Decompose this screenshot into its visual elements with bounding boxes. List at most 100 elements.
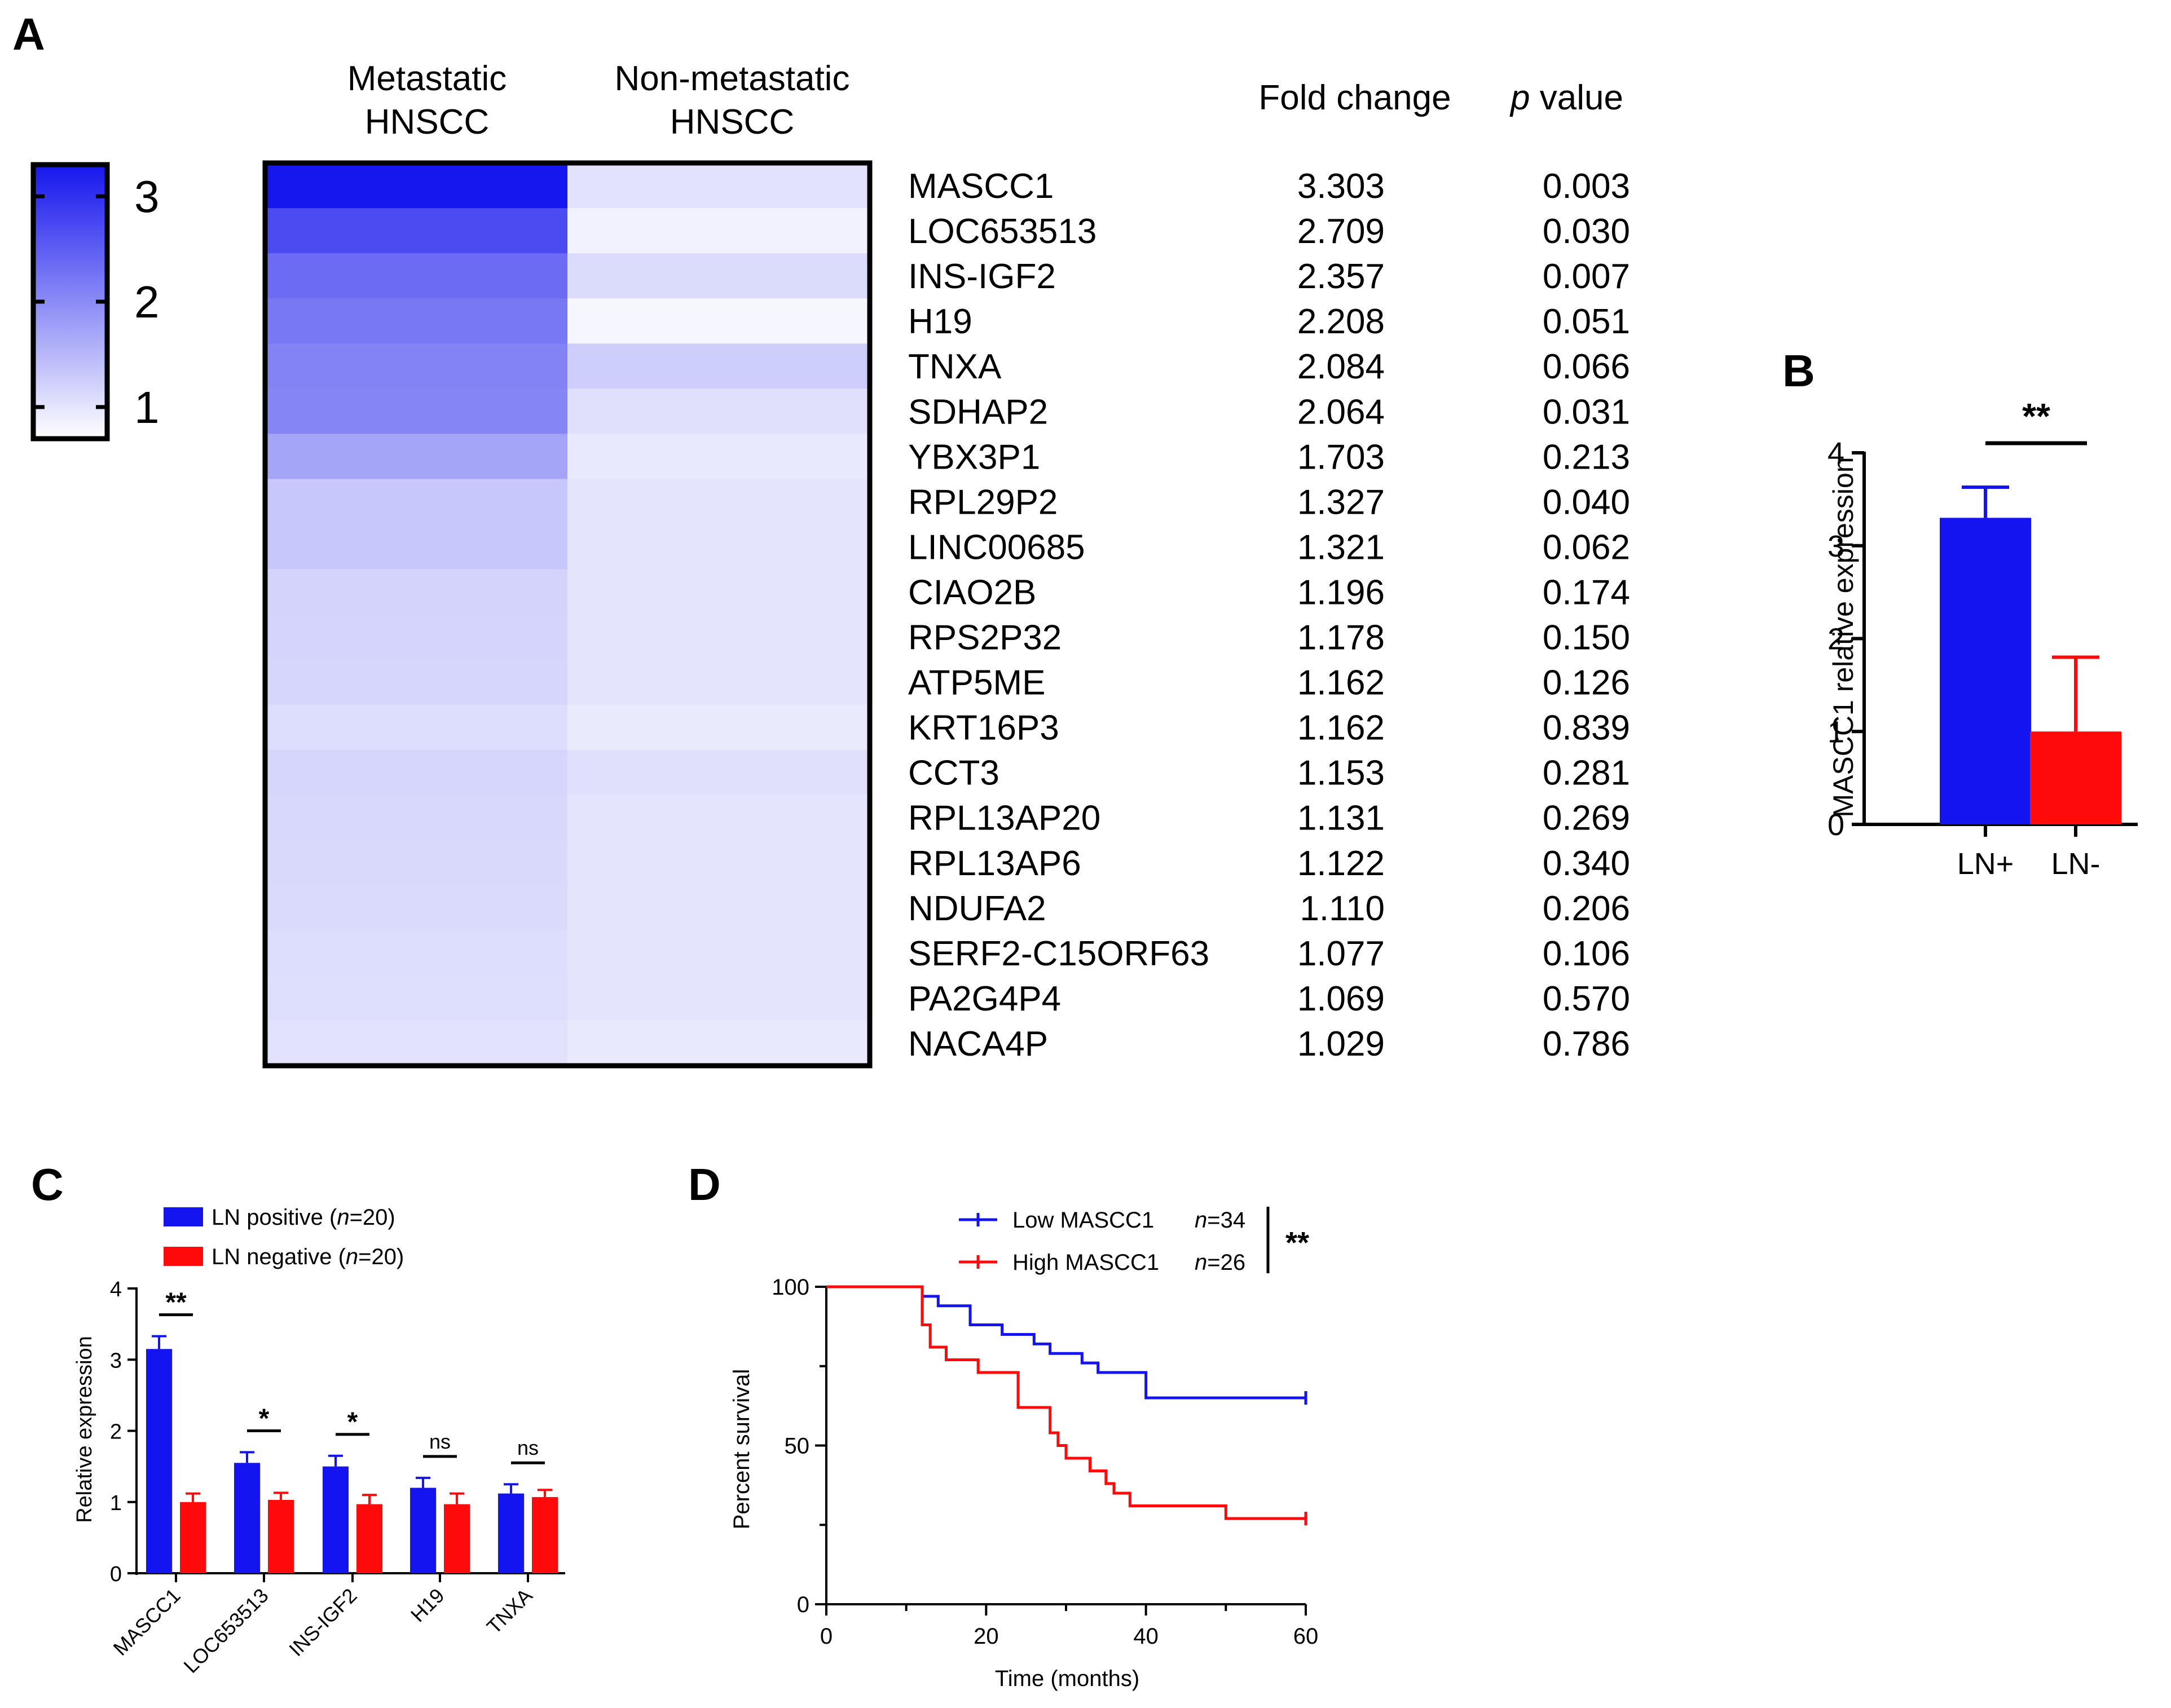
gene-name: NACA4P	[908, 1025, 1048, 1063]
bar-c-positive	[146, 1349, 172, 1573]
heatmap-cell-metastatic	[265, 569, 568, 615]
significance-label-c: ns	[429, 1430, 451, 1453]
p-value: 0.150	[1543, 619, 1630, 657]
heatmap-cell-nonmetastatic	[567, 614, 870, 660]
heatmap-col-header: HNSCC	[365, 103, 489, 142]
gene-name: RPL13AP20	[908, 799, 1100, 838]
bar-c-negative	[356, 1504, 382, 1573]
legend-swatch-c	[164, 1207, 203, 1226]
p-value: 0.206	[1543, 889, 1630, 928]
y-tick-label-c: 0	[110, 1563, 122, 1586]
heatmap-cell-metastatic	[265, 614, 568, 660]
significance-label-d: **	[1285, 1226, 1309, 1260]
y-tick-label-b: 3	[1827, 529, 1844, 563]
bar-c-negative	[268, 1499, 294, 1573]
x-axis-label-d: Time (months)	[995, 1666, 1139, 1691]
heatmap-frame	[262, 160, 873, 1069]
fold-change-value: 1.178	[1297, 619, 1385, 657]
fold-change-value: 1.029	[1297, 1025, 1385, 1063]
bar-c-positive	[323, 1466, 349, 1573]
heatmap-cell-metastatic	[265, 208, 568, 254]
legend-label-c: LN positive (n=20)	[212, 1205, 395, 1230]
fold-change-header: Fold change	[1258, 78, 1451, 117]
gene-name: CCT3	[908, 754, 999, 793]
legend-n-d: n=34	[1195, 1208, 1245, 1233]
gene-name: CIAO2B	[908, 573, 1036, 612]
legend-label-n: n	[346, 1244, 358, 1269]
gene-name: LINC00685	[908, 528, 1085, 567]
legend-n-d: n=26	[1195, 1250, 1245, 1275]
significance-label-c: **	[165, 1288, 187, 1318]
p-value: 0.839	[1543, 709, 1630, 748]
heatmap-cell-nonmetastatic	[567, 840, 870, 886]
p-value-header-rest: value	[1530, 78, 1623, 117]
colorbar-tick-label: 1	[134, 382, 160, 432]
heatmap-cell-metastatic	[265, 840, 568, 886]
p-value-header-italic: p	[1509, 78, 1530, 117]
significance-label-b: **	[2022, 396, 2050, 436]
gene-name: KRT16P3	[908, 709, 1059, 748]
heatmap-cell-nonmetastatic	[567, 389, 870, 434]
fold-change-value: 1.162	[1297, 709, 1385, 748]
gene-name: NDUFA2	[908, 889, 1046, 928]
x-tick-label-d: 0	[820, 1624, 833, 1649]
p-value: 0.106	[1543, 934, 1630, 973]
x-tick-label-d: 60	[1293, 1624, 1319, 1649]
panel-label-d: D	[688, 1159, 721, 1210]
gene-name: RPL29P2	[908, 483, 1058, 522]
legend-label-d: Low MASCC1	[1012, 1208, 1154, 1233]
heatmap-col-header: Non-metastatic	[615, 59, 850, 98]
heatmap-cell-metastatic	[265, 479, 568, 524]
heatmap-cell-nonmetastatic	[567, 659, 870, 705]
p-value: 0.031	[1543, 392, 1630, 431]
heatmap-cell-metastatic	[265, 434, 568, 479]
p-value: 0.051	[1543, 302, 1630, 341]
heatmap-cell-metastatic	[265, 659, 568, 705]
x-tick-label-b: LN+	[1957, 847, 2014, 881]
y-tick-label-b: 4	[1827, 436, 1844, 470]
gene-table: MASCC1 3.303 0.003 LOC653513 2.709 0.030 INS-I…	[908, 167, 1630, 1063]
heatmap-col-header: HNSCC	[670, 103, 794, 142]
significance-label-c: ns	[517, 1436, 539, 1459]
panel-d: D 0 50 100 0 20 40 60 Time (months) Percent surv…	[688, 1159, 1318, 1691]
heatmap-cell-nonmetastatic	[567, 524, 870, 570]
fold-change-value: 2.084	[1297, 347, 1385, 386]
legend-label-c: LN negative (n=20)	[212, 1244, 404, 1269]
legend-label-n: n	[337, 1205, 349, 1230]
p-value: 0.040	[1543, 483, 1630, 522]
heatmap-cell-metastatic	[265, 795, 568, 841]
heatmap-cell-metastatic	[265, 524, 568, 570]
bar-c-positive	[234, 1463, 260, 1573]
survival-curve-low	[826, 1285, 1306, 1400]
heatmap-cell-metastatic	[265, 163, 568, 209]
y-tick-label-c: 4	[110, 1278, 122, 1301]
fold-change-value: 3.303	[1297, 167, 1385, 206]
survival-curve-high	[826, 1285, 1306, 1520]
heatmap-cell-nonmetastatic	[567, 208, 870, 254]
legend-n-italic: n	[1195, 1250, 1207, 1275]
heatmap-cell-nonmetastatic	[567, 749, 870, 796]
fold-change-value: 1.131	[1297, 799, 1385, 838]
y-tick-label-d: 0	[797, 1592, 809, 1617]
heatmap-cell-nonmetastatic	[567, 930, 870, 976]
legend-label-suffix: =20)	[358, 1244, 404, 1269]
panel-label-c: C	[31, 1159, 64, 1210]
gene-name: LOC653513	[908, 212, 1096, 251]
gene-name: H19	[908, 302, 972, 341]
bar-b	[1940, 518, 2031, 824]
heatmap-cell-nonmetastatic	[567, 163, 870, 209]
heatmap-cell-nonmetastatic	[567, 298, 870, 344]
p-value: 0.007	[1543, 257, 1630, 296]
legend-label-prefix: LN negative (	[212, 1244, 346, 1269]
y-axis-label-c: Relative expression	[73, 1336, 96, 1523]
heatmap-cell-nonmetastatic	[567, 1020, 870, 1066]
p-value: 0.213	[1543, 438, 1630, 476]
p-value-header: p value	[1509, 78, 1623, 117]
significance-label-c: *	[259, 1404, 270, 1433]
gene-name: INS-IGF2	[908, 257, 1056, 296]
gene-name: ATP5ME	[908, 664, 1045, 703]
heatmap-cell-nonmetastatic	[567, 885, 870, 931]
significance-label-c: *	[347, 1407, 358, 1437]
heatmap-cell-nonmetastatic	[567, 434, 870, 479]
